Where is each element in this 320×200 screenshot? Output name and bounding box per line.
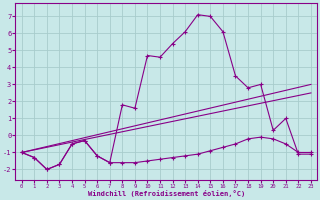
X-axis label: Windchill (Refroidissement éolien,°C): Windchill (Refroidissement éolien,°C) — [88, 190, 245, 197]
